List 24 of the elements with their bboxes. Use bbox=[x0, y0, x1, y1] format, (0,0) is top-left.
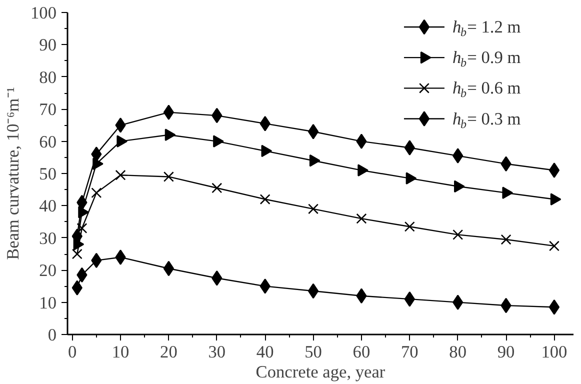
y-tick-label: 80 bbox=[39, 68, 56, 87]
x-tick-label: 90 bbox=[497, 342, 515, 362]
y-tick-label: 50 bbox=[39, 164, 56, 184]
y-tick-label: 30 bbox=[39, 228, 56, 248]
x-axis-title: Concrete age, year bbox=[256, 362, 386, 382]
y-tick-label: 0 bbox=[48, 326, 57, 344]
x-tick-label: 100 bbox=[541, 342, 568, 362]
y-tick-label: 20 bbox=[39, 261, 56, 280]
y-tick-label: 70 bbox=[39, 100, 56, 120]
x-tick-label: 80 bbox=[449, 342, 467, 362]
x-tick-label: 50 bbox=[304, 342, 322, 362]
y-tick-label: 40 bbox=[39, 196, 56, 216]
x-tick-label: 60 bbox=[352, 342, 370, 362]
y-tick-label: 90 bbox=[39, 36, 56, 55]
x-tick-label: 20 bbox=[160, 342, 178, 362]
y-axis-title: Beam curvature, 10⁻⁶m⁻¹ bbox=[4, 87, 23, 260]
x-tick-label: 0 bbox=[68, 342, 77, 362]
y-tick-label: 100 bbox=[30, 4, 57, 22]
y-tick-label: 60 bbox=[39, 132, 56, 152]
x-tick-label: 10 bbox=[112, 342, 130, 362]
x-tick-label: 30 bbox=[208, 342, 226, 362]
y-tick-label: 10 bbox=[39, 293, 56, 312]
x-tick-label: 40 bbox=[256, 342, 274, 362]
x-tick-label: 70 bbox=[400, 342, 418, 362]
